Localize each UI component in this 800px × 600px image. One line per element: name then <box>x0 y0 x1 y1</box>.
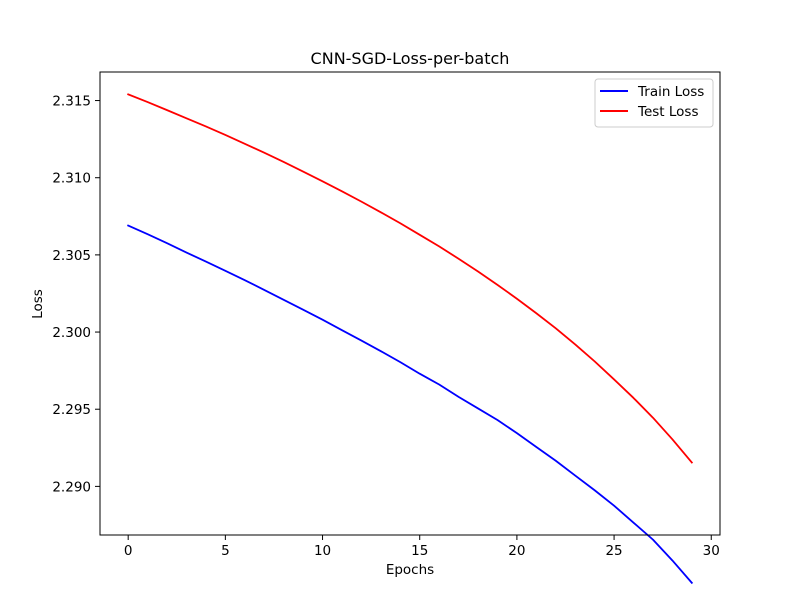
legend-label-train-loss: Train Loss <box>637 84 704 100</box>
x-tick-label: 0 <box>124 543 133 559</box>
x-tick-label: 25 <box>605 543 622 559</box>
legend: Train Loss Test Loss <box>594 78 714 128</box>
x-axis-ticks: 0 5 10 15 20 25 30 <box>124 535 720 559</box>
x-tick-label: 15 <box>411 543 428 559</box>
y-tick-label: 2.290 <box>52 479 91 495</box>
x-tick-label: 20 <box>508 543 525 559</box>
y-tick-label: 2.305 <box>52 248 91 264</box>
legend-label-test-loss: Test Loss <box>637 104 699 120</box>
series-line-train-loss <box>126 224 694 585</box>
chart-title: CNN-SGD-Loss-per-batch <box>311 49 510 68</box>
plot-area <box>100 72 720 535</box>
y-axis-label: Loss <box>30 289 46 319</box>
y-tick-label: 2.295 <box>52 402 91 418</box>
x-tick-label: 30 <box>703 543 720 559</box>
series-layer <box>126 93 694 585</box>
series-line-test-loss <box>127 93 694 464</box>
plot-frame <box>99 71 721 536</box>
x-tick-label: 5 <box>221 543 230 559</box>
y-tick-label: 2.315 <box>52 94 91 110</box>
y-tick-label: 2.300 <box>52 325 91 341</box>
y-tick-label: 2.310 <box>52 171 91 187</box>
y-axis-ticks: 2.290 2.295 2.300 2.305 2.310 2.315 <box>52 94 100 495</box>
x-tick-label: 10 <box>314 543 331 559</box>
x-axis-label: Epochs <box>386 562 434 578</box>
